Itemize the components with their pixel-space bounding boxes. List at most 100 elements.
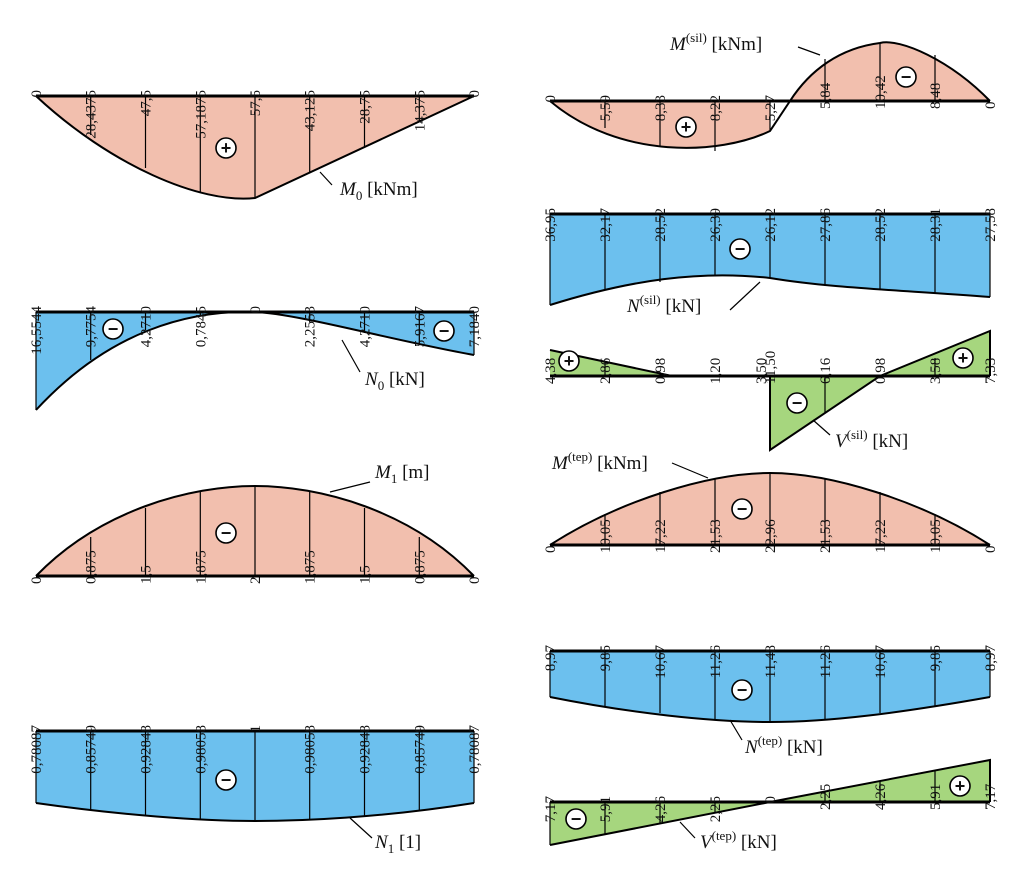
n0-value-label: 5,9167 bbox=[412, 306, 428, 348]
ntep-sign: − bbox=[737, 680, 748, 700]
m0-value-label: 57,1875 bbox=[193, 90, 209, 139]
nsil-curve bbox=[549, 274, 991, 306]
diagram-ntep: 8,97 9,85 10,67 11,26 11,48 11,26 10,67 9,85 8,9… bbox=[543, 645, 999, 759]
vtep-leader bbox=[679, 821, 696, 839]
vtep-value-label: 2,25 bbox=[708, 796, 724, 822]
n1-value-label: 0,98058 bbox=[193, 725, 209, 774]
nsil-sign-circle bbox=[729, 238, 751, 260]
msil-leader bbox=[797, 46, 821, 56]
mtep-sign: − bbox=[737, 499, 748, 519]
mtep-sign-circle bbox=[731, 498, 753, 520]
n0-sign: − bbox=[439, 321, 450, 341]
msil-value-label: 8,33 bbox=[653, 95, 669, 121]
m1-leader bbox=[329, 481, 371, 493]
m1-value-label: 0 bbox=[467, 577, 483, 585]
m1-value-label: 0,875 bbox=[412, 550, 428, 584]
n0-label: N0 [kN] bbox=[364, 369, 425, 393]
m1-value-label: 1,5 bbox=[139, 565, 155, 584]
nsil-value-label: 26,12 bbox=[763, 208, 779, 242]
vtep-value-label: 5,91 bbox=[598, 796, 614, 822]
m0-leader bbox=[319, 171, 333, 186]
m0-value-label: 47,5 bbox=[139, 90, 155, 116]
vtep-curve bbox=[549, 758, 991, 846]
nsil-value-label: 28,52 bbox=[873, 208, 889, 242]
vtep-sign: − bbox=[571, 809, 582, 829]
n1-curve bbox=[35, 802, 475, 823]
vsil-value-label: 3,58 bbox=[928, 358, 944, 384]
vsil-label: V(sil) [kN] bbox=[835, 427, 908, 452]
m0-value-label: 0 bbox=[467, 90, 483, 98]
vsil-sign: + bbox=[958, 348, 969, 368]
nsil-value-label: 27,86 bbox=[818, 208, 834, 242]
mtep-value-label: 21,53 bbox=[818, 519, 834, 553]
n1-value-label: 0,92848 bbox=[358, 725, 374, 774]
m1-value-label: 1,875 bbox=[193, 550, 209, 584]
m1-sign: − bbox=[221, 523, 232, 543]
vsil-value-label: 7,33 bbox=[983, 358, 999, 384]
m1-value-label: 1,5 bbox=[358, 565, 374, 584]
ntep-value-label: 10,67 bbox=[873, 645, 889, 679]
m1-value-label: 0 bbox=[29, 577, 45, 585]
vsil-sign-circle bbox=[558, 350, 580, 372]
msil-sign-circle bbox=[895, 66, 917, 88]
m0-label: M0 [kNm] bbox=[339, 179, 418, 203]
n0-sign-circle bbox=[102, 318, 124, 340]
n0-leader bbox=[341, 339, 361, 373]
ntep-value-label: 11,26 bbox=[708, 645, 724, 679]
n1-sign: − bbox=[221, 770, 232, 790]
diagram-m1: 0 0,875 1,5 1,875 2 1,875 1,5 0,875 0 − M1 [m] bbox=[29, 462, 483, 584]
ntep-value-label: 10,67 bbox=[653, 645, 669, 679]
vtep-value-label: 4,26 bbox=[873, 783, 889, 810]
msil-label: M(sil) [kNm] bbox=[669, 30, 762, 55]
msil-value-label: 5,27 bbox=[763, 95, 779, 122]
m0-curve bbox=[35, 95, 475, 200]
ntep-curve bbox=[549, 696, 991, 724]
nsil-value-label: 28,31 bbox=[928, 208, 944, 242]
n1-value-label: 0,78087 bbox=[467, 725, 483, 774]
nsil-value-label: 27,58 bbox=[983, 208, 999, 242]
n0-value-label: 9,7754 bbox=[84, 306, 100, 348]
vsil-value-label: 0,98 bbox=[653, 358, 669, 384]
msil-value-label: 8,22 bbox=[708, 95, 724, 121]
diagram-n1: 0,78087 0,85749 0,92848 0,98058 1 0,98058 0,92… bbox=[29, 725, 483, 857]
vsil-sign: + bbox=[564, 351, 575, 371]
msil-value-label: 10,42 bbox=[873, 75, 889, 109]
vtep-sign-circle bbox=[565, 808, 587, 830]
n1-value-label: 0,98058 bbox=[303, 725, 319, 774]
vsil-sign: − bbox=[792, 393, 803, 413]
nsil-leader bbox=[729, 281, 761, 311]
diagram-n0: 16,5544 9,7754 4,2710 0,7845 0 2,2553 4,2710 5,… bbox=[29, 306, 483, 411]
m0-value-label: 57,5 bbox=[248, 90, 264, 116]
n0-value-label: 2,2553 bbox=[303, 306, 319, 347]
ntep-sign-circle bbox=[731, 679, 753, 701]
mtep-value-label: 10,05 bbox=[928, 519, 944, 553]
n0-value-label: 0 bbox=[248, 306, 264, 314]
vtep-sign: + bbox=[955, 776, 966, 796]
ntep-value-label: 8,97 bbox=[543, 645, 559, 672]
n0-value-label: 0,7845 bbox=[193, 306, 209, 347]
vsil-leader bbox=[812, 419, 831, 436]
mtep-value-label: 0 bbox=[543, 546, 559, 554]
m1-value-label: 0,875 bbox=[84, 550, 100, 584]
ntep-value-label: 11,26 bbox=[818, 645, 834, 679]
diagram-msil: 0 5,59 8,33 8,22 5,27 5,84 10,42 8,48 0 + − M(sil) … bbox=[543, 30, 999, 151]
diagram-m0: 0 28,4375 47,5 57,1875 57,5 43,125 28,75 14,375… bbox=[29, 90, 483, 203]
vsil-sign-circle bbox=[952, 347, 974, 369]
n0-value-label: 7,1840 bbox=[467, 306, 483, 347]
ntep-label: N(tep) [kN] bbox=[744, 733, 823, 758]
mtep-value-label: 0 bbox=[983, 546, 999, 554]
n1-leader bbox=[349, 817, 373, 839]
n1-sign-circle bbox=[215, 769, 237, 791]
nsil-value-label: 28,52 bbox=[653, 208, 669, 242]
nsil-sign: − bbox=[735, 239, 746, 259]
n1-value-label: 0,78087 bbox=[29, 725, 45, 774]
ntep-value-label: 9,85 bbox=[598, 645, 614, 671]
vtep-value-label: 2,25 bbox=[818, 784, 834, 810]
m1-value-label: 1,875 bbox=[303, 550, 319, 584]
vtep-value-label: 5,91 bbox=[928, 784, 944, 810]
vsil-value-label: 4,38 bbox=[543, 358, 559, 384]
m1-label: M1 [m] bbox=[374, 462, 430, 486]
n1-label: N1 [1] bbox=[374, 832, 421, 856]
vtep-value-label: 7,17 bbox=[983, 783, 999, 810]
